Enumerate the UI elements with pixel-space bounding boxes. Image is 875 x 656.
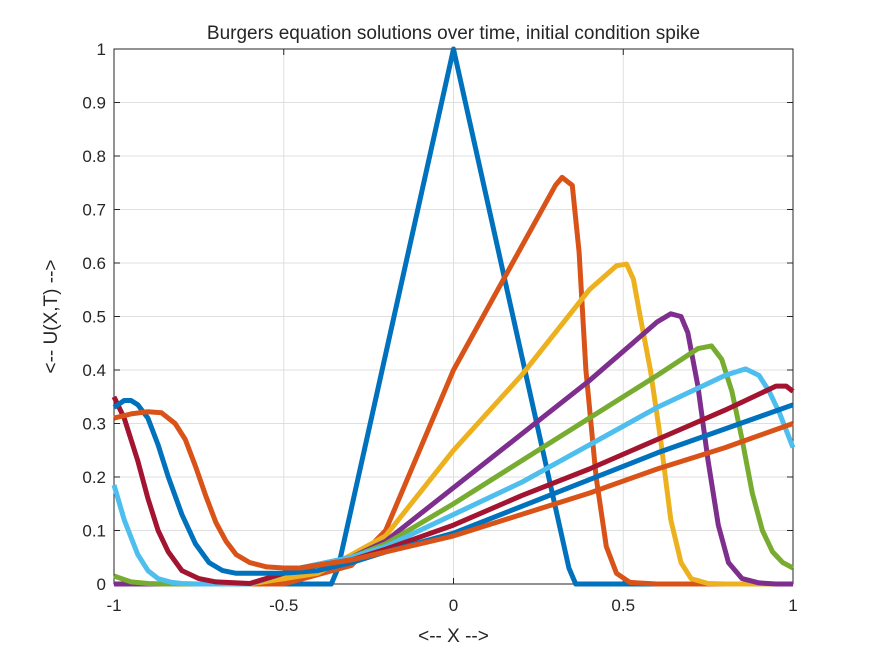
x-tick-label: 0 [449, 596, 458, 615]
y-tick-label: 0 [97, 575, 106, 594]
y-axis-label: <-- U(X,T) --> [41, 260, 62, 374]
x-tick-label: 0.5 [611, 596, 635, 615]
x-tick-label: -0.5 [269, 596, 298, 615]
y-tick-label: 0.5 [82, 308, 106, 327]
y-tick-label: 0.3 [82, 415, 106, 434]
y-tick-label: 0.9 [82, 94, 106, 113]
series-line-9 [113, 409, 794, 571]
x-tick-label: 1 [788, 596, 797, 615]
y-tick-label: 0.6 [82, 254, 106, 273]
x-tick-label: -1 [106, 596, 121, 615]
series-group [111, 46, 796, 587]
y-tick-label: 0.4 [82, 361, 106, 380]
x-tick-labels: -1 -0.5 0 0.5 1 [106, 596, 797, 615]
y-tick-labels: 0 0.1 0.2 0.3 0.4 0.5 0.6 0.7 0.8 0.9 1 [82, 40, 106, 594]
series-line-1 [114, 46, 793, 587]
y-tick-label: 0.1 [82, 522, 106, 541]
y-tick-label: 0.8 [82, 147, 106, 166]
series-line-6 [111, 366, 796, 587]
series-line-3 [114, 261, 793, 587]
y-tick-label: 0.2 [82, 468, 106, 487]
x-axis-label: <-- X --> [418, 626, 489, 647]
chart-title: Burgers equation solutions over time, in… [207, 23, 700, 44]
y-tick-label: 1 [97, 40, 106, 59]
y-tick-label: 0.7 [82, 201, 106, 220]
